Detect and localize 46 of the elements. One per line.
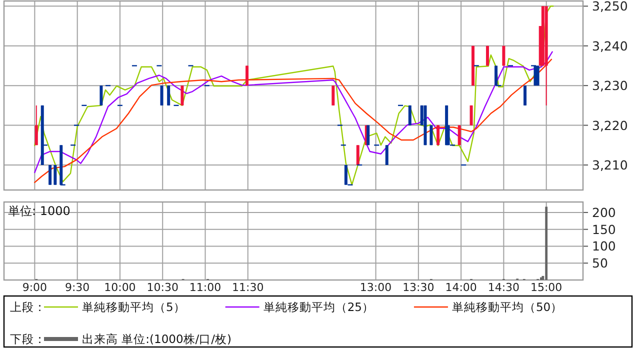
y-tick-label: 100 [592,238,616,254]
x-tick-label: 13:30 [402,281,434,294]
x-tick-label: 10:30 [146,281,178,294]
x-tick-label: 14:30 [488,281,520,294]
x-tick-label: 9:30 [64,281,90,294]
candlestick [536,65,540,86]
legend-title: 上段： [10,300,46,314]
x-tick-label: 15:00 [530,281,562,294]
x-tick-label: 9:00 [22,281,48,294]
candlestick [246,65,249,86]
y-tick-label: 3,230 [592,78,628,94]
y-tick-label: 150 [592,222,616,237]
y-tick-label: 50 [592,256,608,271]
y-tick-label: 200 [592,204,616,220]
y-tick-label: 3,220 [592,118,628,133]
legend-label: 単純移動平均（25） [263,300,374,314]
candlestick [48,164,52,186]
candlestick [470,104,473,126]
y-tick-label: 3,250 [592,0,628,14]
annotation: 単位: 1000 [8,204,70,218]
x-tick-label: 11:30 [232,281,264,294]
candlestick [180,85,184,106]
legend-label: 単純移動平均（50） [452,300,563,314]
candlestick [385,144,388,166]
legend-label: 出来高 単位:(1000株/口/枚) [82,332,232,346]
y-tick-label: 3,210 [592,157,628,172]
candlestick [356,144,360,166]
candlestick [408,104,412,126]
candlestick [160,85,164,106]
candlestick [100,85,103,106]
y-tick-label: 3,240 [592,38,628,54]
bar [545,206,548,280]
candlestick [524,85,527,106]
x-tick-label: 11:00 [189,281,222,294]
x-tick-label: 13:00 [360,281,392,294]
candlestick [534,65,537,86]
x-tick-label: 10:00 [104,281,136,294]
candlestick [167,85,170,106]
candlestick [34,104,38,146]
candlestick [332,85,335,106]
candlestick [54,164,57,186]
candlestick [494,65,498,86]
legend-label: 単純移動平均（5） [82,300,186,314]
x-tick-label: 14:00 [445,281,477,294]
line-series [34,6,554,186]
legend-title: 下段： [10,332,46,346]
